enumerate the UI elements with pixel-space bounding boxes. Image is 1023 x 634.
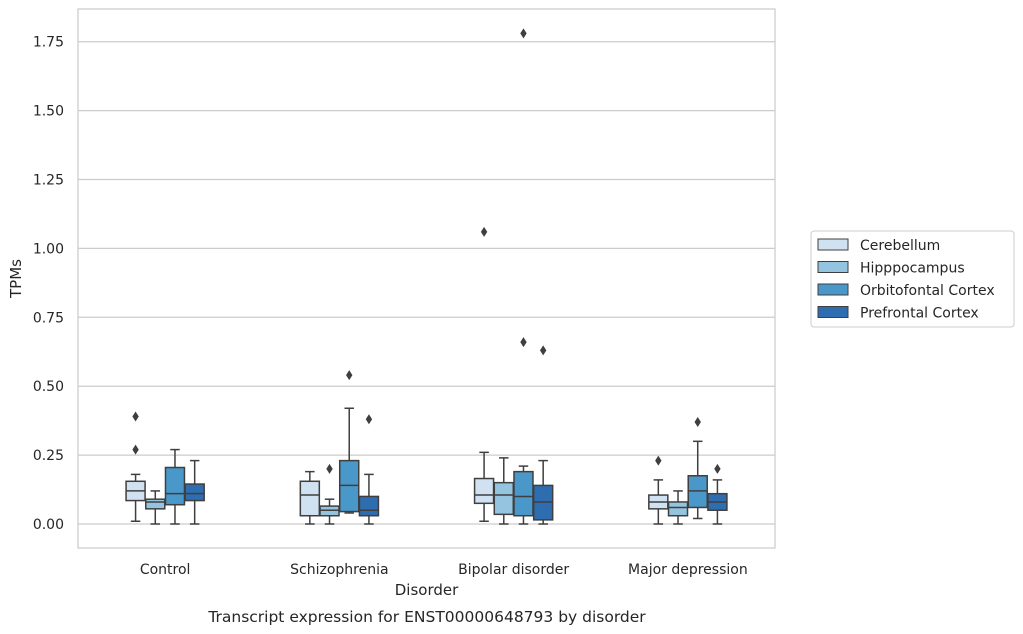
outlier-point [132,444,139,455]
legend-label-hipppocampus: Hipppocampus [860,261,965,277]
legend-swatch-prefrontal-cortex [817,306,849,318]
legend-swatch-orbitofontal-cortex [817,283,849,296]
box-iqr [493,481,515,516]
y-tick-label: 0.75 [33,310,64,326]
legend-frame [810,230,1015,328]
box-hipppocampus [667,490,689,525]
legend: Cerebellum Hipppocampus Orbitofontal Corte… [810,230,1015,328]
box-prefrontal-cortex [532,345,554,525]
box-iqr [473,477,495,505]
box-prefrontal-cortex [358,414,380,525]
outlier-point [655,455,662,466]
y-tick-label: 0.50 [33,379,64,395]
outlier-point [365,414,373,425]
legend-label-orbitofontal-cortex: Orbitofontal Cortex [860,283,995,299]
box-orbitofontal-cortex [164,448,186,525]
y-tick-labels: 0.00 0.25 0.50 0.75 1.00 1.25 1.50 1.75 [33,35,64,533]
y-axis-label: TPMs [7,259,25,299]
y-tick-label: 0.00 [33,517,64,533]
x-tick-label: Bipolar disorder [458,562,569,578]
y-tick-label: 1.00 [33,241,64,257]
outlier-point [480,226,488,237]
x-tick-labels: Control Schizophrenia Bipolar disorder Majo… [140,562,748,578]
box-iqr [513,470,534,517]
y-tick-label: 1.75 [33,35,64,51]
legend-swatch-hipppocampus [817,261,849,273]
outlier-point [694,417,701,428]
legend-swatch-cerebellum [817,238,849,251]
y-tick-label: 1.50 [33,104,64,120]
figure-caption: Transcript expression for ENST0000064879… [207,608,646,626]
box-orbitofontal-cortex [338,370,360,514]
box-orbitofontal-cortex [513,28,534,525]
outlier-point [714,463,721,474]
y-tick-label: 0.25 [33,448,64,464]
box-iqr [667,501,689,517]
x-axis-label: Disorder [395,581,459,599]
box-orbitofontal-cortex [687,417,708,520]
outlier-point [132,411,139,422]
box-hipppocampus [145,490,166,525]
x-tick-label: Major depression [628,562,748,578]
box-prefrontal-cortex [184,459,205,525]
plot-frame [77,8,776,549]
outlier-point [520,337,527,348]
box-groups [125,28,728,525]
box-iqr [184,483,205,502]
x-tick-label: Control [140,562,191,578]
legend-label-cerebellum: Cerebellum [860,238,940,254]
box-iqr [145,498,166,510]
box-cerebellum [648,455,669,525]
box-hipppocampus [493,457,515,525]
box-iqr [358,495,380,517]
box-iqr [164,466,186,506]
outlier-point [346,370,353,381]
outlier-point [520,28,527,39]
outlier-point [326,463,333,474]
box-cerebellum [299,470,321,525]
box-iqr [299,480,321,517]
x-tick-label: Schizophrenia [290,562,388,578]
box-hipppocampus [319,463,340,525]
box-prefrontal-cortex [707,463,728,525]
box-cerebellum [125,411,146,522]
outlier-point [539,345,547,356]
gridlines [78,41,775,525]
box-cerebellum [473,226,495,522]
legend-label-prefrontal-cortex: Prefrontal Cortex [860,306,979,322]
y-tick-label: 1.25 [33,173,64,189]
